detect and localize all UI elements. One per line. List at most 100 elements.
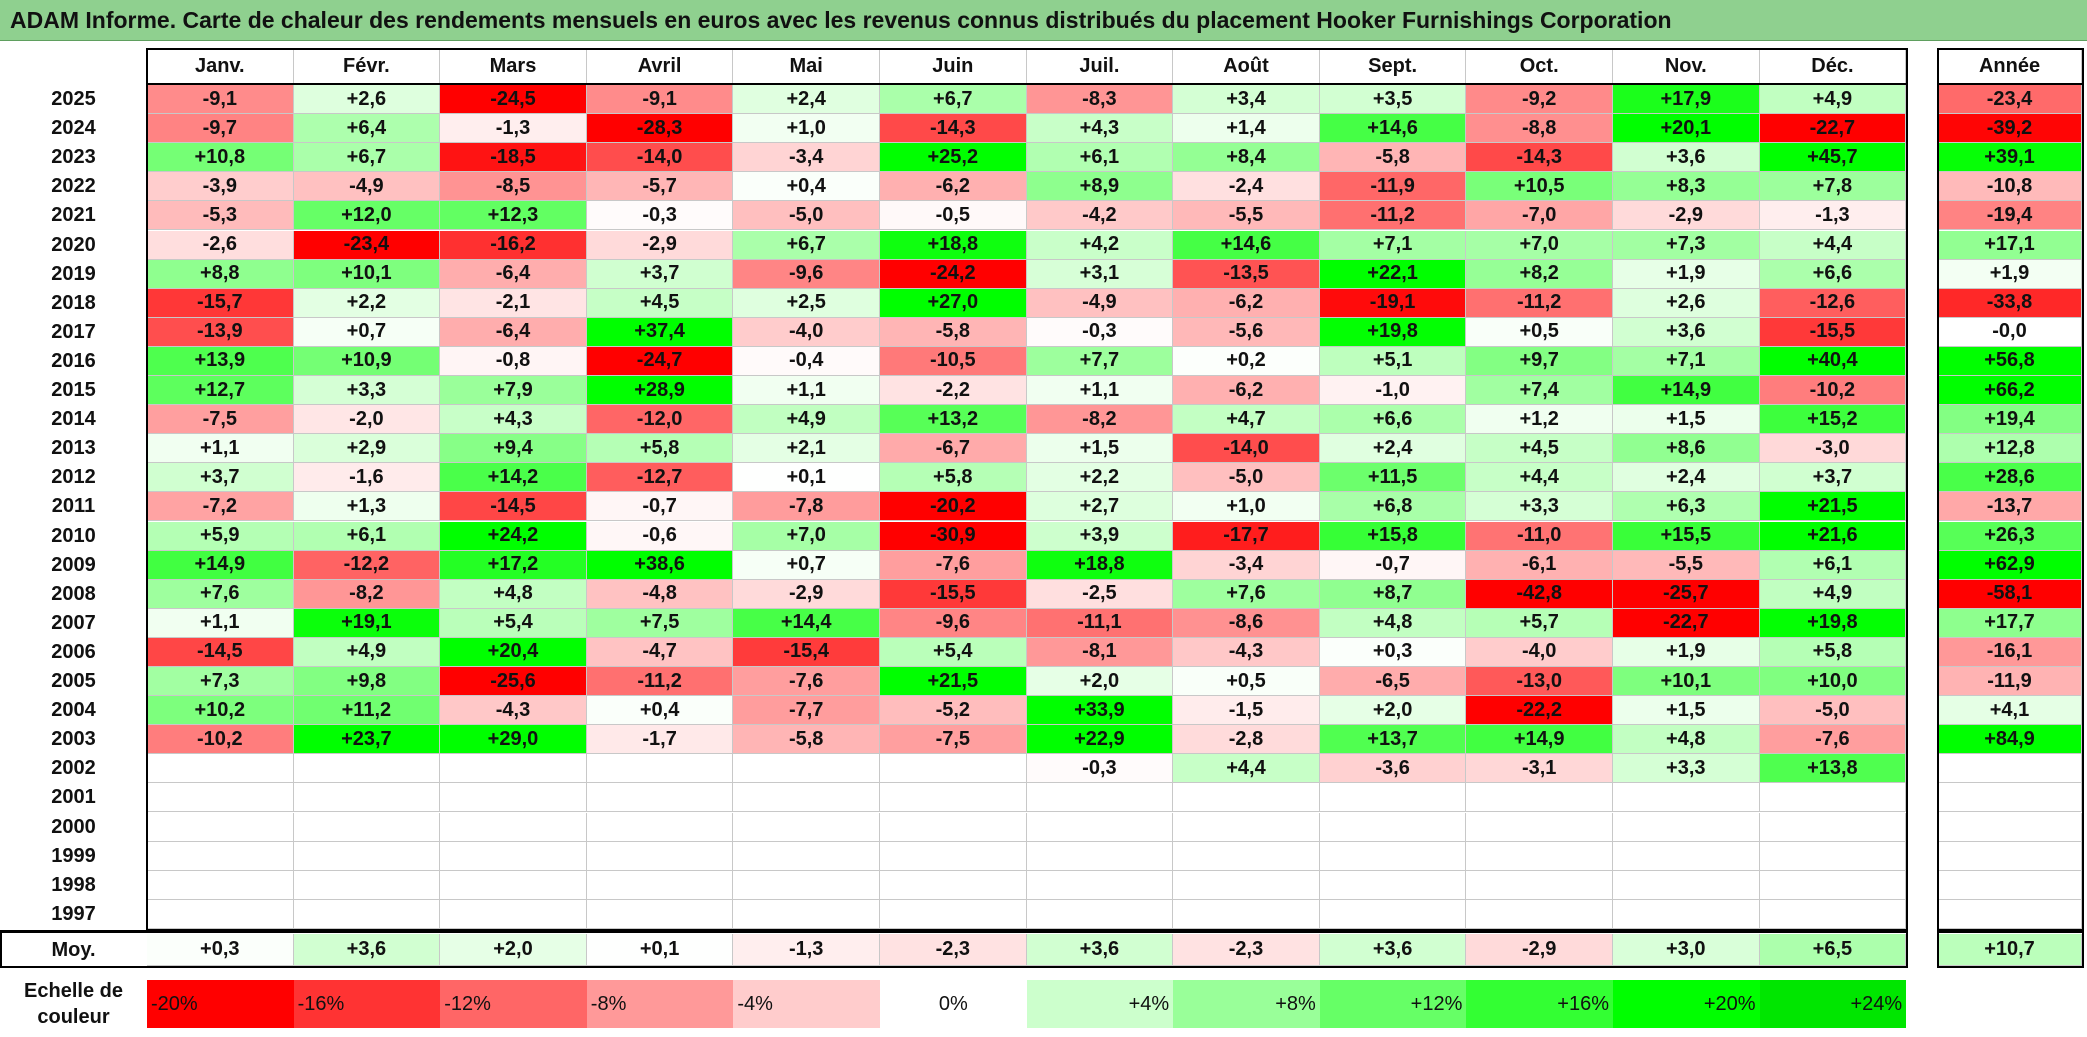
heatmap-cell: -1,6 [293, 463, 441, 493]
heatmap-cell: +4,4 [1466, 463, 1613, 493]
heatmap-cell [293, 841, 441, 871]
heatmap-cell: -5,7 [586, 172, 734, 202]
heatmap-cell: +4,4 [1173, 754, 1320, 784]
annual-cell [1938, 754, 2082, 784]
heatmap-cell: +9,4 [440, 434, 587, 464]
average-cell: +3,0 [1613, 934, 1760, 966]
heatmap-cell: +10,2 [147, 696, 294, 726]
year-label: 2013 [51, 437, 96, 460]
annual-cell: -16,1 [1938, 637, 2082, 667]
heatmap-cell [586, 812, 734, 842]
heatmap-cell: -11,2 [586, 667, 734, 697]
year-label: 2016 [51, 349, 96, 372]
heatmap-cell: -12,6 [1759, 288, 1907, 318]
heatmap-cell: +6,7 [293, 143, 441, 173]
heatmap-cell: +2,7 [1026, 492, 1174, 522]
heatmap-cell: +21,6 [1759, 521, 1907, 551]
heatmap-cell: -12,2 [293, 550, 441, 580]
heatmap-cell: -13,9 [147, 317, 294, 347]
heatmap-cell: +2,4 [1613, 463, 1760, 493]
heatmap-cell [440, 870, 587, 900]
heatmap-cell: +7,0 [733, 521, 880, 551]
heatmap-cell: +1,4 [1173, 114, 1320, 144]
heatmap-cell: -4,7 [586, 637, 734, 667]
heatmap-cell: +15,5 [1613, 521, 1760, 551]
heatmap-cell: +11,5 [1319, 463, 1467, 493]
annual-cell [1938, 783, 2082, 813]
heatmap-cell: +27,0 [880, 288, 1027, 318]
heatmap-cell: -9,6 [880, 608, 1027, 638]
color-scale-swatch: +12% [1319, 980, 1467, 1028]
heatmap-cell: +1,1 [147, 434, 294, 464]
heatmap-cell: +6,7 [733, 230, 880, 260]
heatmap-cell [733, 841, 880, 871]
heatmap-cell [440, 899, 587, 929]
heatmap-cell: +15,2 [1759, 405, 1907, 435]
average-cell: -2,9 [1466, 934, 1613, 966]
heatmap-cell [1319, 870, 1467, 900]
heatmap-cell: +3,3 [1613, 754, 1760, 784]
annual-cell [1938, 812, 2082, 842]
heatmap-cell: -2,1 [440, 288, 587, 318]
heatmap-cell: -25,7 [1613, 579, 1760, 609]
heatmap-cell: +7,6 [147, 579, 294, 609]
heatmap-cell: +6,6 [1759, 259, 1907, 289]
heatmap-cell: -5,3 [147, 201, 294, 231]
heatmap-cell: +38,6 [586, 550, 734, 580]
heatmap-cell: -0,7 [586, 492, 734, 522]
heatmap-cell [293, 899, 441, 929]
heatmap-cell: +18,8 [880, 230, 1027, 260]
heatmap-cell [1173, 812, 1320, 842]
heatmap-cell: -13,0 [1466, 667, 1613, 697]
heatmap-cell: +8,9 [1026, 172, 1174, 202]
average-cell: +3,6 [1026, 934, 1174, 966]
year-label: 2021 [51, 204, 96, 227]
heatmap-cell [1759, 899, 1907, 929]
heatmap-cell: +0,4 [733, 172, 880, 202]
heatmap-cell: +8,7 [1319, 579, 1467, 609]
average-cell: +6,5 [1759, 934, 1907, 966]
month-header: Mars [440, 50, 587, 83]
heatmap-cell: -8,3 [1026, 85, 1174, 115]
heatmap-cell [880, 754, 1027, 784]
heatmap-cell: +3,6 [1613, 143, 1760, 173]
heatmap-cell [293, 754, 441, 784]
heatmap-cell: -8,1 [1026, 637, 1174, 667]
heatmap-cell [1759, 812, 1907, 842]
heatmap-cell: +1,9 [1613, 637, 1760, 667]
month-header: Nov. [1613, 50, 1760, 83]
heatmap-cell [1613, 841, 1760, 871]
heatmap-cell [147, 899, 294, 929]
heatmap-cell: +1,2 [1466, 405, 1613, 435]
heatmap-cell: -5,2 [880, 696, 1027, 726]
heatmap-cell: +19,8 [1319, 317, 1467, 347]
heatmap-cell: +10,1 [293, 259, 441, 289]
heatmap-cell: +28,9 [586, 376, 734, 406]
heatmap-cell: +6,1 [1759, 550, 1907, 580]
month-header: Août [1173, 50, 1320, 83]
heatmap-cell: -13,5 [1173, 259, 1320, 289]
heatmap-cell: -0,3 [1026, 317, 1174, 347]
year-label: 2009 [51, 553, 96, 576]
heatmap-cell: -3,4 [733, 143, 880, 173]
month-header: Janv. [147, 50, 294, 83]
heatmap-cell: -22,7 [1613, 608, 1760, 638]
heatmap-cell: -6,2 [1173, 288, 1320, 318]
annual-cell: -33,8 [1938, 288, 2082, 318]
heatmap-cell: +7,0 [1466, 230, 1613, 260]
heatmap-cell: -0,3 [586, 201, 734, 231]
heatmap-cell: -4,2 [1026, 201, 1174, 231]
heatmap-cell: +13,8 [1759, 754, 1907, 784]
annual-cell: -58,1 [1938, 579, 2082, 609]
heatmap-cell: +7,8 [1759, 172, 1907, 202]
heatmap-cell: -2,4 [1173, 172, 1320, 202]
year-column-header: Année [1938, 50, 2082, 83]
heatmap-cell: -3,0 [1759, 434, 1907, 464]
year-label: 2015 [51, 379, 96, 402]
heatmap-cell: -7,5 [147, 405, 294, 435]
heatmap-cell: +3,7 [147, 463, 294, 493]
heatmap-cell [1613, 812, 1760, 842]
average-label: Moy. [51, 938, 96, 961]
heatmap-cell [1466, 870, 1613, 900]
heatmap-cell [293, 812, 441, 842]
